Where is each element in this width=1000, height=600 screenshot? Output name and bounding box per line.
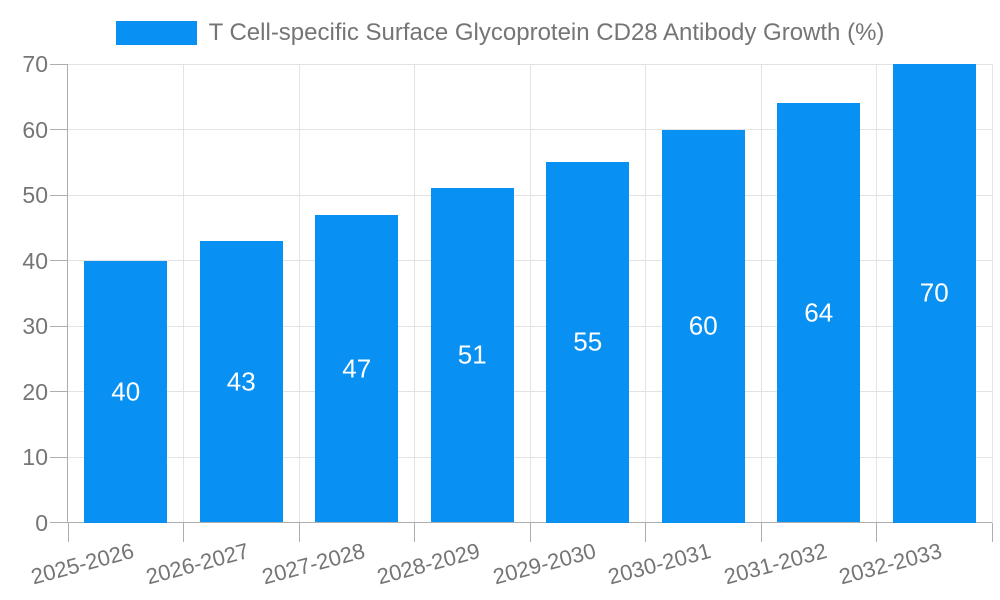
gridline-vertical <box>645 64 646 523</box>
bar[interactable] <box>84 260 168 523</box>
y-axis-label: 50 <box>22 182 48 208</box>
gridline-vertical <box>991 64 993 523</box>
x-axis-label: 2028-2029 <box>374 537 483 589</box>
y-axis-tick <box>50 260 68 261</box>
gridline-vertical <box>760 64 762 523</box>
x-axis-line <box>68 522 992 523</box>
y-axis-tick <box>50 456 68 458</box>
y-axis-tick <box>50 522 68 523</box>
x-axis-label: 2031-2032 <box>721 537 830 589</box>
x-axis-label: 2029-2030 <box>490 537 599 589</box>
y-axis-label: 70 <box>22 51 48 77</box>
x-axis-tick <box>414 522 415 542</box>
y-axis-label: 40 <box>22 247 48 274</box>
y-axis-label: 60 <box>22 116 48 143</box>
y-axis-label: 10 <box>22 444 48 470</box>
x-axis-tick <box>67 522 69 542</box>
x-axis-tick <box>298 522 300 542</box>
x-axis-tick <box>183 522 184 542</box>
y-axis-label: 20 <box>22 378 48 405</box>
x-axis-tick <box>991 522 993 542</box>
x-axis-label: 2030-2031 <box>605 537 714 589</box>
legend-label: T Cell-specific Surface Glycoprotein CD2… <box>208 19 885 46</box>
gridline-vertical <box>529 64 531 523</box>
x-axis-tick <box>760 522 762 542</box>
y-axis-tick <box>50 129 68 130</box>
y-axis-tick <box>50 325 68 327</box>
x-axis-tick <box>876 522 877 542</box>
x-axis-label: 2027-2028 <box>259 537 368 589</box>
gridline-vertical <box>414 64 415 523</box>
y-axis-tick <box>50 63 68 65</box>
x-axis-tick <box>529 522 531 542</box>
x-axis-label: 2026-2027 <box>143 537 252 589</box>
gridline-vertical <box>298 64 300 523</box>
y-axis-tick <box>50 194 68 196</box>
legend-item[interactable]: T Cell-specific Surface Glycoprotein CD2… <box>0 19 1000 47</box>
bar[interactable] <box>199 240 283 523</box>
x-axis-label: 2025-2026 <box>28 537 137 589</box>
bar[interactable] <box>661 129 745 523</box>
bar[interactable] <box>546 162 630 523</box>
legend-swatch-icon <box>115 21 197 45</box>
x-axis-tick <box>645 522 646 542</box>
gridline-vertical <box>183 64 184 523</box>
bar[interactable] <box>777 103 861 523</box>
y-axis-tick <box>50 391 68 392</box>
y-axis-line <box>67 64 68 523</box>
gridline-vertical <box>876 64 877 523</box>
x-axis-label: 2032-2033 <box>836 537 945 589</box>
bar[interactable] <box>430 188 514 523</box>
bar[interactable] <box>315 214 399 523</box>
bar[interactable] <box>892 64 976 523</box>
y-axis-label: 30 <box>22 313 48 339</box>
y-axis-label: 0 <box>35 509 48 536</box>
